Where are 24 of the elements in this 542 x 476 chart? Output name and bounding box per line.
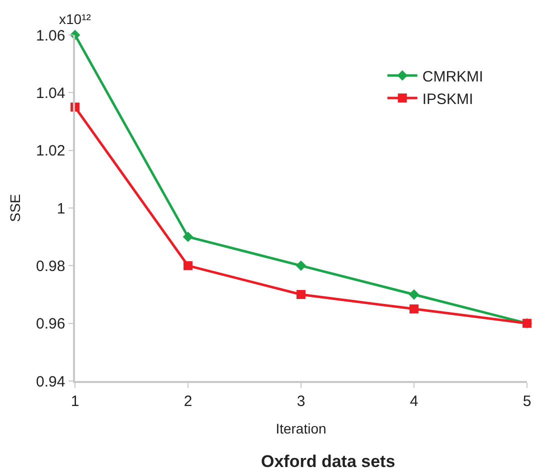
point bbox=[184, 261, 192, 270]
y-tick-label: 0.94 bbox=[36, 373, 66, 390]
x-tick-label: 4 bbox=[410, 392, 418, 410]
point bbox=[408, 289, 420, 300]
point bbox=[296, 290, 306, 299]
y-tick-label: 0.98 bbox=[36, 258, 66, 275]
text: Oxford data sets bbox=[261, 452, 396, 471]
y-tick-label: 0.96 bbox=[36, 316, 66, 333]
x-tick-label: 1 bbox=[70, 392, 80, 410]
y-tick-label: 1.06 bbox=[36, 27, 66, 44]
y-tick-label: 1.04 bbox=[36, 84, 66, 102]
x-tick-label: 2 bbox=[184, 392, 192, 410]
y-tick-label: 1.02 bbox=[36, 142, 66, 160]
x-tick-label: 5 bbox=[522, 392, 532, 410]
y-tick-label: 1 bbox=[56, 200, 66, 218]
point bbox=[410, 304, 418, 314]
text: x10¹² bbox=[59, 11, 92, 27]
legend-label: IPSKMI bbox=[422, 90, 474, 108]
legend-label: CMRKMI bbox=[422, 68, 484, 86]
point bbox=[182, 232, 194, 242]
x-axis-title: Iteration bbox=[276, 420, 326, 437]
y-axis-title: SSE bbox=[7, 194, 24, 222]
x-tick-label: 3 bbox=[296, 392, 306, 410]
point bbox=[296, 260, 306, 271]
